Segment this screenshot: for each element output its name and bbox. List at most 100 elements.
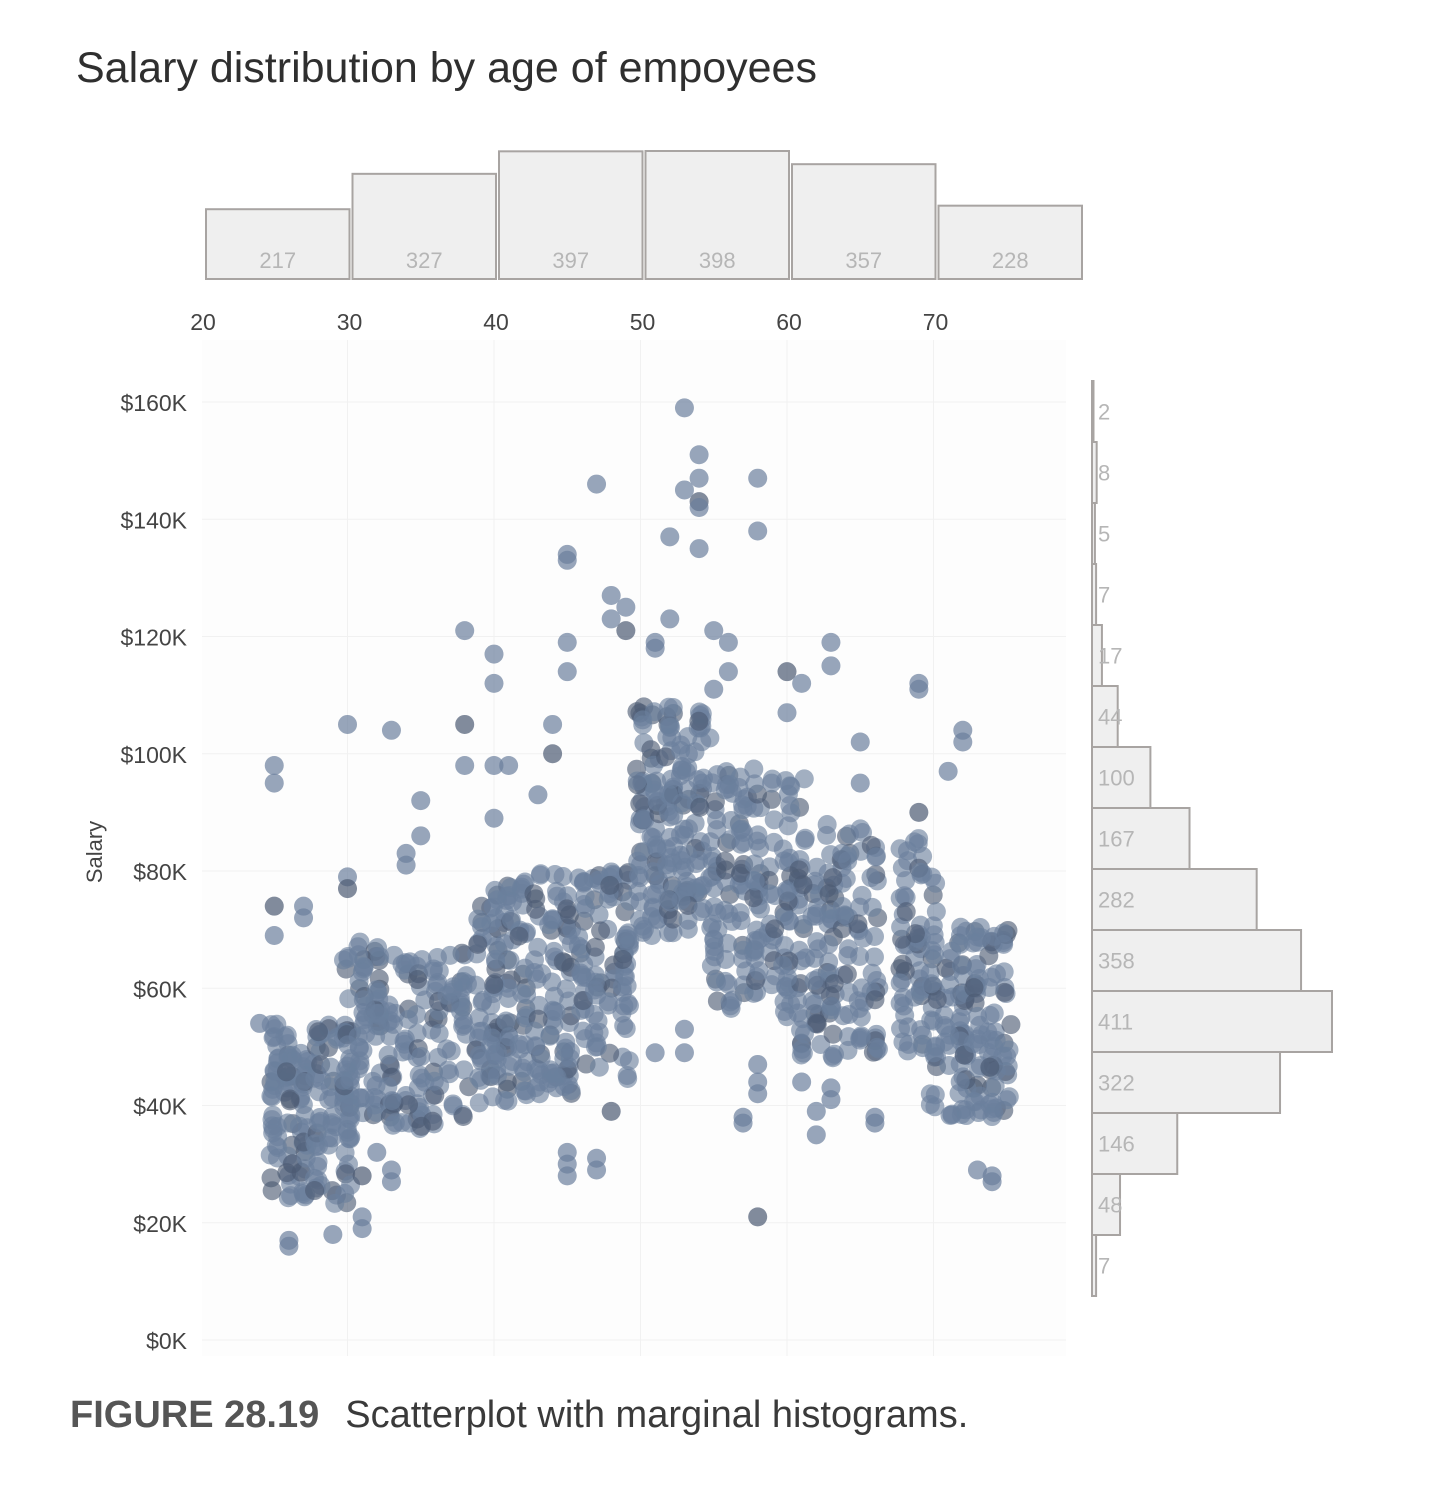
scatter-point [466, 975, 486, 995]
scatter-point [454, 1060, 474, 1080]
scatter-point [986, 1030, 1006, 1050]
scatter-point [995, 982, 1015, 1002]
scatter-point [760, 884, 780, 904]
scatter-point [721, 810, 741, 830]
scatter-point [616, 1019, 636, 1039]
scatter-point [819, 934, 839, 954]
scatter-point [574, 872, 594, 892]
scatter-point [276, 1062, 296, 1082]
scatter-point [399, 1095, 419, 1115]
scatter-point [748, 468, 768, 488]
scatter-point [672, 760, 692, 780]
scatter-point [792, 673, 812, 693]
scatter-point [674, 398, 694, 418]
scatter-point [718, 662, 738, 682]
scatter-point [323, 1224, 343, 1244]
figure-caption: FIGURE 28.19 Scatterplot with marginal hi… [70, 1394, 968, 1437]
y-tick-label: $0K [146, 1328, 188, 1354]
scatter-point [338, 879, 357, 899]
scatter-point [612, 977, 632, 997]
scatter-point [832, 843, 852, 863]
scatter-point [707, 820, 727, 840]
scatter-point [543, 744, 563, 764]
y-hist-bar [1091, 990, 1333, 1053]
scatter-point [818, 904, 838, 924]
scatter-point [264, 925, 284, 945]
scatter-point [352, 1166, 372, 1186]
scatter-point [792, 1039, 812, 1059]
scatter-point [764, 810, 784, 830]
scatter-point [589, 1057, 609, 1077]
scatter-point [453, 1016, 473, 1036]
scatter-point [672, 793, 692, 813]
scatter-point [745, 871, 765, 891]
scatter-point [833, 1006, 853, 1026]
scatter-point [628, 882, 648, 902]
scatter-point [469, 1093, 489, 1113]
scatter-point [378, 1045, 398, 1065]
scatter-point [279, 1236, 299, 1256]
scatter-point [277, 1163, 297, 1183]
scatter-point [925, 945, 945, 965]
scatter-point [500, 950, 520, 970]
y-hist-count-label: 2 [1098, 400, 1110, 425]
scatter-point [657, 839, 677, 859]
y-hist-count-label: 17 [1098, 644, 1122, 669]
figure-caption-text: Scatterplot with marginal histograms. [345, 1394, 969, 1436]
x-tick-label: 50 [630, 309, 656, 335]
scatter-point [821, 656, 841, 676]
y-tick-label: $100K [120, 742, 187, 768]
y-marginal-histogram: 2 8 5 7 17 44 100 167 282 358 411 322 146 48 7 [1091, 380, 1333, 1297]
y-hist-bar [1091, 502, 1096, 565]
scatter-point [690, 797, 710, 817]
scatter-point [890, 839, 910, 859]
scatter-point [308, 1113, 328, 1133]
scatter-point [804, 971, 824, 991]
scatter-point [819, 884, 839, 904]
scatter-point [429, 1023, 449, 1043]
scatter-point [994, 923, 1014, 943]
scatter-point [733, 1113, 753, 1133]
y-hist-bar [1091, 441, 1098, 504]
scatter-point [789, 860, 809, 880]
scatter-point [956, 1106, 976, 1126]
scatter-point [780, 776, 800, 796]
y-axis-ticks: $0K $20K $40K $60K $80K $100K $120K $140K $160K [120, 390, 187, 1354]
scatter-point [689, 445, 709, 465]
y-hist-count-label: 7 [1098, 583, 1110, 608]
scatter-point [867, 1037, 887, 1057]
scatter-point [468, 909, 488, 929]
scatter-point [865, 990, 885, 1010]
scatter-point [689, 539, 709, 559]
scatter-point [528, 785, 548, 805]
scatter-point [385, 1113, 405, 1133]
scatter-point [250, 1013, 270, 1033]
scatter-point [262, 1181, 282, 1201]
scatter-point [557, 1166, 577, 1186]
scatter-point [455, 621, 475, 641]
scatter-point [553, 952, 573, 972]
scatter-point [260, 1145, 280, 1165]
scatter-point [338, 714, 357, 734]
scatter-point [926, 873, 946, 893]
scatter-point [806, 1125, 826, 1145]
scatter-point [499, 1056, 519, 1076]
scatter-point [485, 949, 505, 969]
scatter-point [515, 1035, 535, 1055]
scatter-point [866, 847, 886, 867]
scatter-point [542, 910, 562, 930]
scatter-point [451, 995, 471, 1015]
scatter-point [837, 964, 857, 984]
scatter-point [614, 929, 634, 949]
scatter-point [805, 994, 825, 1014]
scatter-point [438, 1060, 458, 1080]
scatter-point [485, 1044, 505, 1064]
scatter-point [985, 1076, 1005, 1096]
scatter-point [733, 795, 753, 815]
scatter-point [890, 973, 910, 993]
scatter-point [792, 1072, 812, 1092]
scatter-point [588, 1011, 608, 1031]
scatter-point [674, 1019, 694, 1039]
scatter-point [411, 1047, 431, 1067]
scatter-point [601, 609, 621, 629]
